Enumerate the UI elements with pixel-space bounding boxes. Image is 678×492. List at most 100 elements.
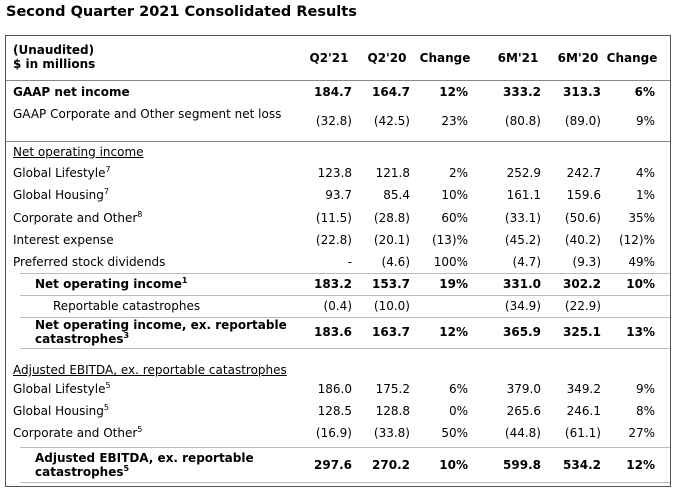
total-rule [20,348,670,349]
row-label: Global Lifestyle7 [13,166,313,181]
cell-value: 12% [439,85,468,99]
row-label-text: Reportable catastrophes [53,299,201,313]
cell-value: 50% [441,426,468,440]
cell-value: (80.8) [504,114,541,128]
cell-value: (0.4) [323,299,352,313]
cell-value: 10% [439,458,468,472]
cell-value: (28.8) [373,211,410,225]
cell-value: 333.2 [503,85,541,99]
cell-value: 0% [448,404,468,418]
row-label-text: Corporate and Other [13,211,138,225]
cell-value: 121.8 [375,166,410,180]
cell-value: 49% [628,255,655,269]
cell-value: (33.8) [373,426,410,440]
cell-value: 13% [626,325,655,339]
column-header: 6M'21 [497,51,539,65]
cell-value: (4.6) [381,255,410,269]
row-label: GAAP Corporate and Other segment net los… [13,107,303,121]
cell-value: (45.2) [504,233,541,247]
cell-value: 365.9 [503,325,541,339]
cell-value: 9% [635,382,655,396]
cell-value: 100% [433,255,468,269]
cell-value: 27% [628,426,655,440]
cell-value: 183.2 [314,277,352,291]
cell-value: (22.8) [315,233,352,247]
cell-value: 6% [634,85,655,99]
total-rule [20,482,670,483]
row-label: Corporate and Other5 [13,425,313,441]
row-label: Adjusted EBITDA, ex. reportable catastro… [13,363,333,377]
row-label-text: Global Housing [13,404,104,418]
row-label-text: Global Lifestyle [13,382,106,396]
row-label-text: Corporate and Other [13,426,138,440]
column-header: Q2'20 [367,51,407,65]
cell-value: 128.8 [375,404,410,418]
cell-value: 183.6 [314,325,352,339]
row-label-text: Net operating income [13,145,144,159]
cell-value: 10% [441,188,468,202]
header-rule [6,80,670,81]
section-rule [6,141,670,142]
cell-value: (42.5) [373,114,410,128]
row-label: Preferred stock dividends [13,255,313,269]
row-label-text: Net operating income, ex. reportable cat… [35,318,287,346]
cell-value: 599.8 [503,458,541,472]
cell-value: (11.5) [315,211,352,225]
footnote-ref: 7 [103,187,109,196]
total-rule [20,295,670,296]
title: Second Quarter 2021 Consolidated Results [6,4,357,20]
cell-value: 85.4 [383,188,410,202]
column-header: Change [419,51,471,65]
cell-value: 8% [635,404,655,418]
row-label-text: Global Lifestyle [13,166,106,180]
header-label: (Unaudited) [13,43,95,57]
footnote-ref: 5 [123,464,130,473]
cell-value: 10% [626,277,655,291]
row-label-text: Adjusted EBITDA, ex. reportable catastro… [13,363,287,377]
cell-value: 159.6 [566,188,601,202]
footnote-ref: 5 [137,425,143,434]
cell-value: 302.2 [563,277,601,291]
column-header: Q2'21 [309,51,349,65]
cell-value: (61.1) [564,426,601,440]
cell-value: 349.2 [566,382,601,396]
cell-value: 270.2 [372,458,410,472]
cell-value: (13)% [431,233,468,247]
cell-value: 23% [441,114,468,128]
cell-value: 246.1 [566,404,601,418]
row-label: GAAP net income [13,85,313,99]
row-label: Net operating income, ex. reportable cat… [35,318,305,346]
row-label: Global Housing7 [13,187,313,203]
cell-value: 331.0 [503,277,541,291]
total-rule [20,447,670,448]
total-rule [20,273,670,274]
row-label: Adjusted EBITDA, ex. reportable catastro… [35,451,275,479]
cell-value: 35% [628,211,655,225]
row-label: Net operating income [13,145,313,159]
cell-value: 184.7 [314,85,352,99]
cell-value: (40.2) [564,233,601,247]
cell-value: 12% [439,325,468,339]
row-label-text: Net operating income [35,277,182,291]
cell-value: 60% [441,211,468,225]
footnote-ref: 3 [123,331,130,340]
cell-value: (16.9) [315,426,352,440]
cell-value: (20.1) [373,233,410,247]
cell-value: 252.9 [506,166,541,180]
cell-value: (34.9) [504,299,541,313]
footnote-ref: 1 [181,276,188,285]
cell-value: 161.1 [506,188,541,202]
cell-value: 164.7 [372,85,410,99]
cell-value: (4.7) [512,255,541,269]
cell-value: (22.9) [564,299,601,313]
cell-value: (12)% [618,233,655,247]
table-border [5,35,671,487]
cell-value: 242.7 [566,166,601,180]
cell-value: 379.0 [506,382,541,396]
row-label-text: Interest expense [13,233,114,247]
cell-value: - [347,255,352,269]
cell-value: 297.6 [314,458,352,472]
row-label: Corporate and Other8 [13,211,313,226]
cell-value: 6% [448,382,468,396]
